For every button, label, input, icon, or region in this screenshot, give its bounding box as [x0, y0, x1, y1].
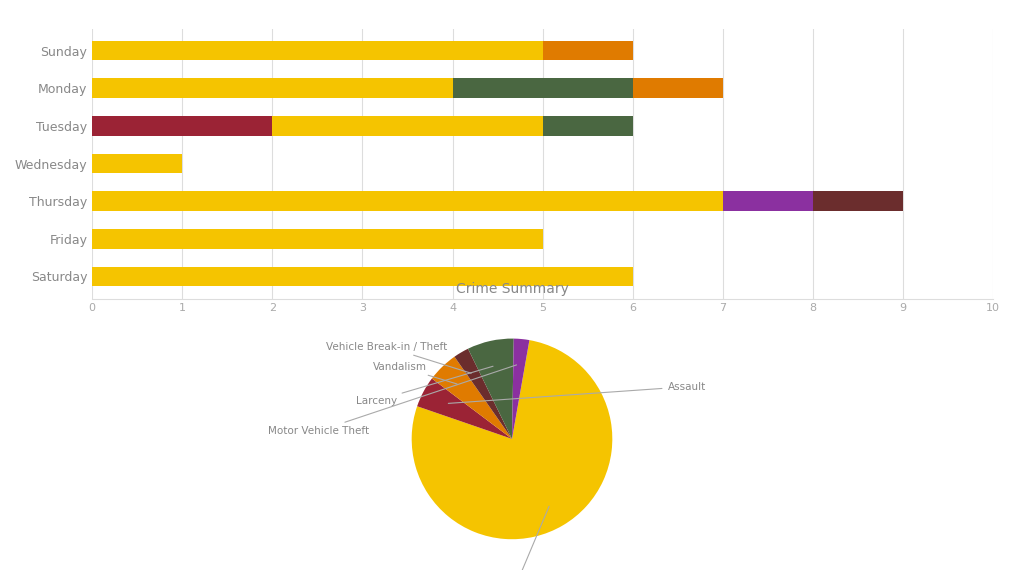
Wedge shape: [468, 339, 514, 439]
Wedge shape: [417, 378, 512, 439]
Bar: [723, 192, 813, 211]
Bar: [92, 154, 182, 173]
Text: Larceny: Larceny: [355, 367, 493, 406]
Bar: [813, 192, 903, 211]
Bar: [633, 79, 723, 98]
Bar: [92, 79, 453, 98]
Bar: [453, 79, 633, 98]
Wedge shape: [455, 349, 512, 439]
Bar: [543, 41, 633, 60]
Wedge shape: [512, 339, 529, 439]
Bar: [272, 116, 543, 136]
Text: Motor Vehicle Theft: Motor Vehicle Theft: [268, 365, 516, 436]
Bar: [92, 192, 723, 211]
Text: Assault: Assault: [449, 382, 706, 404]
Wedge shape: [412, 340, 612, 539]
Bar: [92, 116, 272, 136]
Bar: [92, 267, 633, 286]
Bar: [92, 41, 543, 60]
Text: Vehicle Break-in / Theft: Vehicle Break-in / Theft: [326, 341, 471, 373]
Text: Vandalism: Vandalism: [373, 362, 457, 384]
Bar: [92, 229, 543, 249]
Text: Disturbing Peace: Disturbing Peace: [468, 506, 556, 570]
Bar: [543, 116, 633, 136]
Title: Crime Summary: Crime Summary: [456, 282, 568, 296]
Wedge shape: [432, 357, 512, 439]
